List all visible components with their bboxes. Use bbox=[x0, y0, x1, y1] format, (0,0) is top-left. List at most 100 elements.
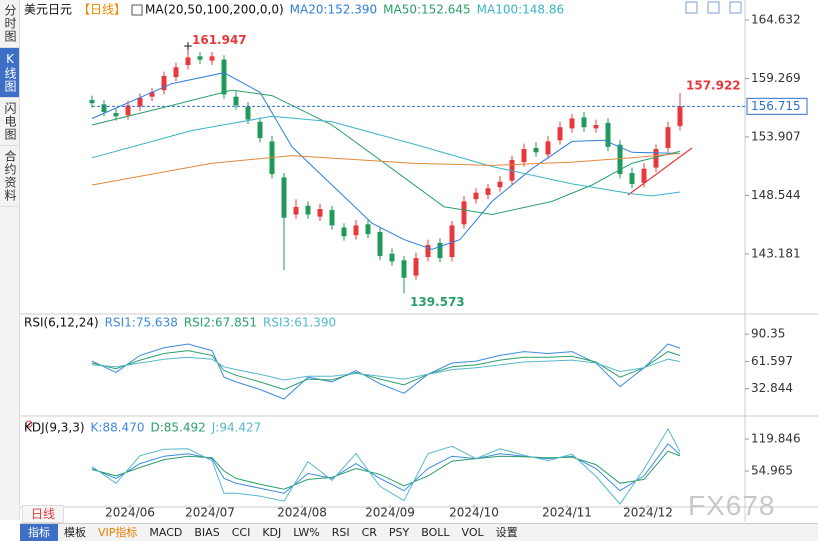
toolbar-button[interactable]: RSI bbox=[331, 526, 350, 539]
candle-body bbox=[509, 159, 515, 181]
indicator-line bbox=[91, 343, 681, 400]
candle-body bbox=[341, 227, 347, 237]
candle-body bbox=[593, 125, 599, 129]
toolbar-button[interactable]: VIP指标 bbox=[98, 526, 138, 539]
toolbar-button[interactable]: BOLL bbox=[421, 526, 450, 539]
y-tick-label: 90.35 bbox=[751, 327, 785, 341]
candle-body bbox=[677, 106, 683, 127]
candle-body bbox=[389, 253, 395, 262]
candle-body bbox=[581, 117, 587, 128]
y-tick-label: 143.181 bbox=[751, 246, 801, 260]
low-label: 139.573 bbox=[410, 295, 465, 309]
panel-title: RSI(6,12,24) bbox=[24, 316, 99, 330]
candle-body bbox=[533, 147, 539, 153]
candle-body bbox=[629, 173, 635, 184]
candle-body bbox=[353, 225, 359, 236]
candle-body bbox=[137, 97, 143, 107]
toolbar-icon[interactable] bbox=[729, 1, 742, 14]
toolbar-icon[interactable] bbox=[707, 1, 720, 14]
toolbar-button[interactable]: KDJ bbox=[262, 526, 282, 539]
high-label: 161.947 bbox=[192, 33, 247, 47]
toolbar-button[interactable]: LW% bbox=[293, 526, 320, 539]
candle-body bbox=[665, 127, 671, 148]
x-tick-label: 2024/10 bbox=[449, 506, 499, 520]
candle-body bbox=[89, 99, 95, 104]
candle-body bbox=[161, 75, 167, 91]
indicator-line bbox=[91, 152, 681, 186]
candle-body bbox=[617, 144, 623, 175]
candle-body bbox=[473, 192, 479, 200]
y-tick-label: 32.844 bbox=[751, 381, 793, 395]
watermark: FX678 bbox=[688, 490, 776, 521]
y-tick-label: 159.269 bbox=[751, 71, 801, 85]
toolbar-button[interactable]: CCI bbox=[231, 526, 251, 539]
indicator-label: MA(20,50,100,200,0,0) bbox=[145, 3, 284, 17]
candle-body bbox=[293, 206, 299, 215]
toolbar-button[interactable]: 指标 bbox=[20, 524, 58, 541]
period-button[interactable]: 日线 bbox=[22, 505, 64, 523]
x-tick-label: 2024/08 bbox=[277, 506, 327, 520]
sidebar-tab[interactable]: K线图 bbox=[0, 48, 19, 98]
candle-body bbox=[101, 104, 107, 112]
indicator-line bbox=[91, 443, 681, 494]
panel-title: 美元日元 bbox=[24, 3, 72, 17]
candle-body bbox=[329, 210, 335, 226]
y-tick-label: 54.965 bbox=[751, 463, 793, 477]
legend-entry: MA20:152.390 bbox=[290, 3, 378, 17]
candle-body bbox=[497, 181, 503, 188]
candle-body bbox=[641, 168, 647, 183]
legend-entry: RSI2:67.851 bbox=[184, 316, 257, 330]
toolbar-button[interactable]: VOL bbox=[461, 526, 484, 539]
x-tick-label: 2024/07 bbox=[185, 506, 235, 520]
legend-entry: D:85.492 bbox=[150, 421, 205, 435]
toolbar-button[interactable]: MACD bbox=[149, 526, 183, 539]
legend-entry: RSI1:75.638 bbox=[105, 316, 178, 330]
candle-body bbox=[401, 260, 407, 278]
y-tick-label: 61.597 bbox=[751, 354, 793, 368]
sidebar: 分时图 K线图 闪电图 合约资料 bbox=[0, 0, 20, 520]
x-tick-label: 2024/11 bbox=[542, 506, 592, 520]
indicator-line bbox=[91, 427, 681, 505]
last-price-box bbox=[746, 97, 808, 115]
indicator-icon bbox=[131, 4, 143, 16]
candle-body bbox=[281, 177, 287, 218]
sidebar-tab[interactable]: 合约资料 bbox=[0, 146, 19, 207]
x-tick-label: 2024/09 bbox=[365, 506, 415, 520]
chart: 164.632 159.269 153.907 148.544 143.181 美元日元【… bbox=[20, 0, 818, 522]
panel-title: KDJ(9,3,3) bbox=[24, 421, 85, 435]
y-tick-label: 119.846 bbox=[751, 431, 801, 445]
toolbar-icon[interactable] bbox=[685, 1, 698, 14]
toolbar-button[interactable]: 模板 bbox=[64, 526, 86, 539]
indicator-line bbox=[91, 350, 681, 391]
toolbar-button[interactable]: 设置 bbox=[495, 526, 518, 539]
period-label: 【日线】 bbox=[78, 3, 126, 17]
candle-body bbox=[413, 258, 419, 276]
candle-body bbox=[245, 106, 251, 120]
legend-entry: RSI3:61.390 bbox=[263, 316, 336, 330]
y-tick-label: 153.907 bbox=[751, 129, 801, 143]
sidebar-tab[interactable]: 闪电图 bbox=[0, 98, 19, 146]
candle-body bbox=[653, 149, 659, 168]
legend-entry: J:94.427 bbox=[211, 421, 262, 435]
settings-icon[interactable] bbox=[25, 420, 33, 428]
toolbar-button[interactable]: PSY bbox=[388, 526, 410, 539]
candle-body bbox=[545, 141, 551, 155]
toolbar-button[interactable]: BIAS bbox=[194, 526, 220, 539]
candle-body bbox=[557, 127, 563, 141]
toolbar-button[interactable]: CR bbox=[361, 526, 377, 539]
candle-body bbox=[173, 67, 179, 78]
last-price-label: 156.715 bbox=[751, 99, 801, 113]
legend-entry: MA50:152.645 bbox=[383, 3, 471, 17]
candle-body bbox=[149, 92, 155, 97]
candle-body bbox=[365, 224, 371, 235]
sidebar-tab[interactable]: 分时图 bbox=[0, 0, 19, 48]
candle-body bbox=[569, 118, 575, 129]
candle-body bbox=[233, 96, 239, 106]
candle-body bbox=[185, 57, 191, 66]
indicator-line bbox=[91, 72, 681, 250]
candle-body bbox=[317, 209, 323, 217]
candle-body bbox=[461, 201, 467, 225]
last-high-label: 157.922 bbox=[686, 79, 741, 93]
candle-body bbox=[113, 113, 119, 117]
